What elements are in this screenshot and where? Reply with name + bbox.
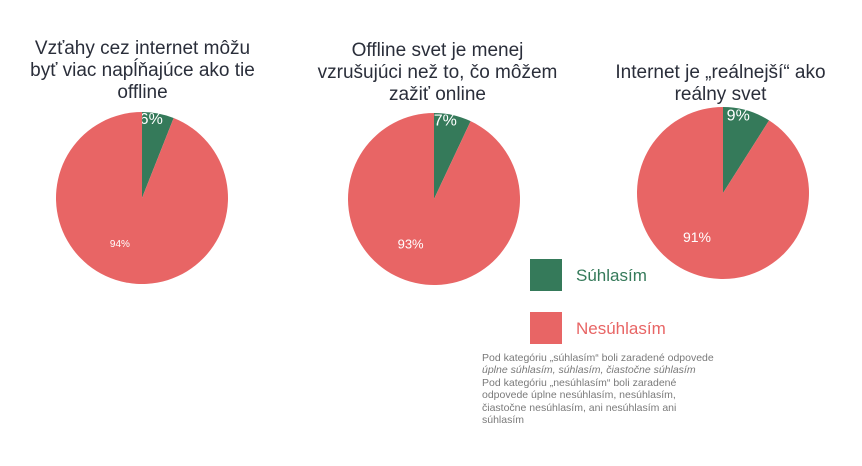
pie-label-online-relationships-agree: 6% [140, 111, 163, 128]
note-agree: Pod kategóriu „súhlasím“ boli zaradené o… [482, 352, 717, 377]
pie-label-internet-more-real-agree: 9% [727, 107, 750, 124]
legend-swatch-agree [530, 259, 562, 291]
pie-slice-offline-world-disagree [348, 113, 520, 285]
pie-label-online-relationships-disagree: 94% [110, 239, 130, 250]
legend-label-agree: Súhlasím [576, 266, 647, 286]
note-agree-prefix: Pod kategóriu „súhlasím“ boli zaradené o… [482, 352, 714, 364]
pie-label-internet-more-real-disagree: 91% [683, 229, 711, 245]
category-note: Pod kategóriu „súhlasím“ boli zaradené o… [482, 352, 717, 426]
pie-label-offline-world-agree: 7% [434, 112, 457, 129]
note-agree-items: úplne súhlasím, súhlasím, čiastočne súhl… [482, 364, 696, 376]
pie-label-offline-world-disagree: 93% [398, 236, 424, 251]
legend-label-disagree: Nesúhlasím [576, 319, 666, 339]
note-disagree: Pod kategóriu „nesúhlasím“ boli zaradené… [482, 377, 717, 427]
pie-slice-internet-more-real-disagree [637, 107, 809, 279]
legend-swatch-disagree [530, 312, 562, 344]
